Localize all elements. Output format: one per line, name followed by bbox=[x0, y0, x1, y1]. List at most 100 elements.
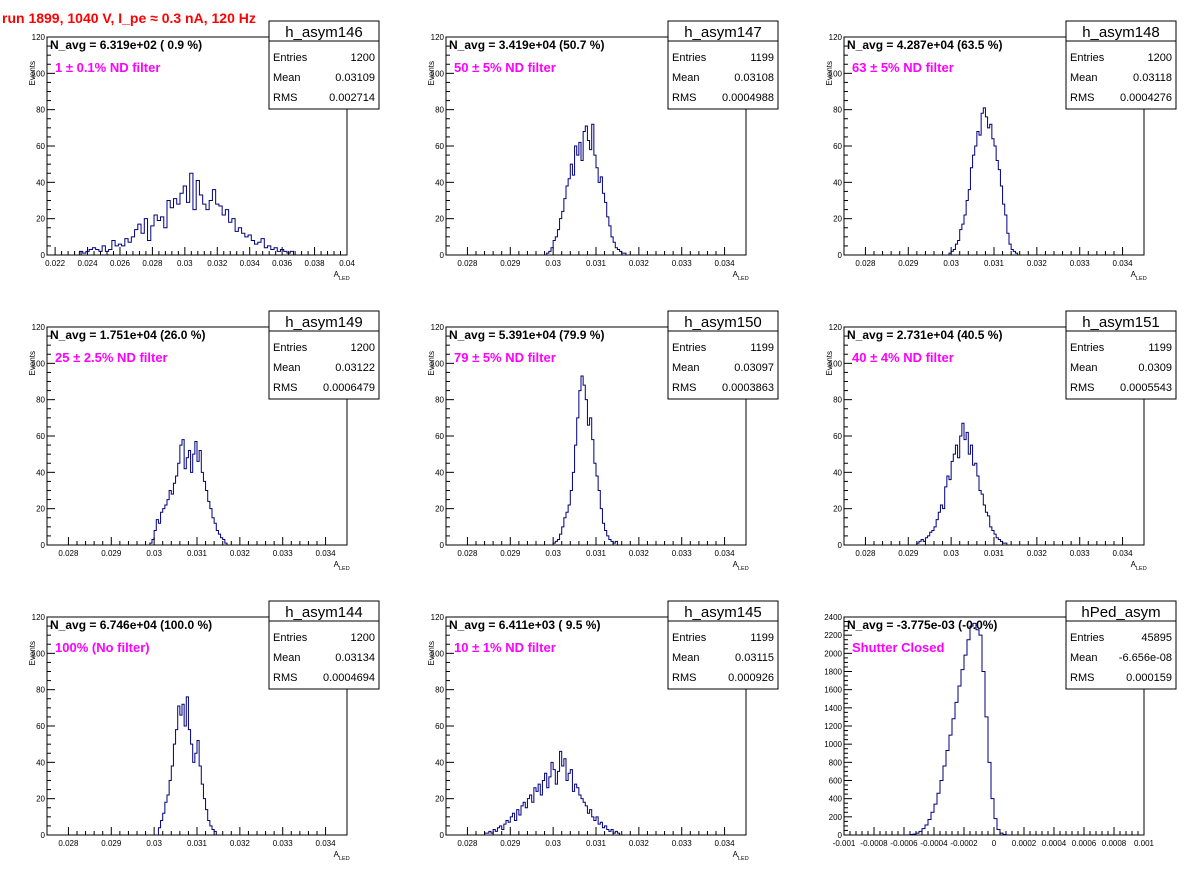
stats-label: RMS bbox=[273, 672, 297, 684]
x-tick-label: 0.038 bbox=[305, 259, 326, 268]
x-tick-label: 0.032 bbox=[1027, 549, 1048, 558]
x-tick-label: 0.0002 bbox=[1012, 839, 1037, 848]
x-tick-label: 0.0006 bbox=[1072, 839, 1097, 848]
y-tick-label: 0 bbox=[41, 831, 46, 840]
y-tick-label: 200 bbox=[829, 813, 843, 822]
stats-label: RMS bbox=[273, 382, 297, 394]
x-tick-label: 0.029 bbox=[898, 259, 919, 268]
x-tick-label: 0.0004 bbox=[1042, 839, 1067, 848]
stats-value: 0.0004988 bbox=[722, 92, 774, 104]
stats-box-title: h_asym145 bbox=[684, 604, 762, 621]
x-tick-label: 0.031 bbox=[187, 839, 208, 848]
y-tick-label: 80 bbox=[833, 106, 842, 115]
y-tick-label: 40 bbox=[833, 468, 842, 477]
x-tick-label: 0.024 bbox=[78, 259, 99, 268]
y-tick-label: 0 bbox=[440, 831, 445, 840]
y-tick-label: 20 bbox=[36, 215, 45, 224]
x-tick-label: 0.028 bbox=[457, 839, 478, 848]
histogram-panel-h_asym147: 0 20 40 60 80 100 120 0.028 0.029 0.03 0.031 0.032 0… bbox=[427, 20, 779, 282]
y-tick-label: 120 bbox=[32, 613, 46, 622]
y-tick-label: 0 bbox=[838, 251, 843, 260]
y-tick-label: 60 bbox=[833, 432, 842, 441]
y-tick-label: 0 bbox=[838, 831, 843, 840]
y-tick-label: 1200 bbox=[824, 722, 842, 731]
x-tick-label: 0.03 bbox=[545, 259, 561, 268]
filter-label: 79 ± 5% ND filter bbox=[454, 350, 556, 365]
y-tick-label: 40 bbox=[833, 178, 842, 187]
y-tick-label: 0 bbox=[41, 541, 46, 550]
x-tick-label: -0.001 bbox=[833, 839, 856, 848]
x-tick-label: 0.033 bbox=[672, 259, 693, 268]
x-tick-label: 0.034 bbox=[715, 839, 736, 848]
stats-value: 0.000159 bbox=[1126, 672, 1172, 684]
stats-box bbox=[268, 20, 380, 110]
filter-label: 63 ± 5% ND filter bbox=[852, 60, 954, 75]
x-tick-label: 0.034 bbox=[240, 259, 261, 268]
stats-label: Entries bbox=[1070, 632, 1105, 644]
y-tick-label: 0 bbox=[440, 251, 445, 260]
x-tick-label: 0.036 bbox=[272, 259, 293, 268]
x-tick-label: 0.032 bbox=[629, 259, 650, 268]
stats-box bbox=[1065, 310, 1177, 400]
y-tick-label: 40 bbox=[36, 758, 45, 767]
y-tick-label: 1400 bbox=[824, 704, 842, 713]
x-tick-label: 0.033 bbox=[672, 549, 693, 558]
stats-value: 0.03122 bbox=[335, 362, 375, 374]
histogram-panel-h_asym149: 0 20 40 60 80 100 120 0.028 0.029 0.03 0.031 0.032 0… bbox=[28, 310, 380, 572]
stats-box bbox=[667, 310, 779, 400]
y-tick-label: 120 bbox=[829, 323, 843, 332]
y-tick-label: 1800 bbox=[824, 668, 842, 677]
x-axis-title-subscript: LED bbox=[339, 566, 350, 572]
x-tick-label: -0.0004 bbox=[920, 839, 948, 848]
stats-box-title: hPed_asym bbox=[1081, 604, 1160, 621]
stats-value: 1199 bbox=[1148, 342, 1172, 354]
filter-label: 50 ± 5% ND filter bbox=[454, 60, 556, 75]
y-tick-label: 100 bbox=[829, 359, 843, 368]
stats-label: Mean bbox=[273, 72, 301, 84]
x-tick-label: 0.03 bbox=[146, 549, 162, 558]
y-tick-label: 1000 bbox=[824, 740, 842, 749]
x-tick-label: 0.032 bbox=[230, 839, 251, 848]
stats-label: Entries bbox=[672, 52, 707, 64]
y-tick-label: 20 bbox=[833, 505, 842, 514]
x-tick-label: 0.033 bbox=[1070, 259, 1091, 268]
x-tick-label: 0.031 bbox=[586, 549, 607, 558]
x-tick-label: 0.028 bbox=[855, 259, 876, 268]
y-tick-label: 80 bbox=[36, 106, 45, 115]
stats-value: 45895 bbox=[1141, 632, 1172, 644]
y-tick-label: 600 bbox=[829, 777, 843, 786]
x-tick-label: 0.033 bbox=[1070, 549, 1091, 558]
stats-value: 0.0006479 bbox=[323, 382, 375, 394]
x-tick-label: 0.029 bbox=[500, 549, 521, 558]
y-tick-label: 100 bbox=[829, 69, 843, 78]
stats-value: 0.0004276 bbox=[1120, 92, 1172, 104]
stats-value: 0.03108 bbox=[734, 72, 774, 84]
stats-label: Mean bbox=[1070, 652, 1098, 664]
n-avg-label: N_avg = 3.419e+04 (50.7 %) bbox=[449, 38, 604, 52]
stats-box bbox=[1065, 20, 1177, 110]
y-tick-label: 100 bbox=[431, 649, 445, 658]
stats-label: Mean bbox=[672, 652, 700, 664]
x-tick-label: 0.031 bbox=[586, 259, 607, 268]
stats-label: Entries bbox=[672, 342, 707, 354]
x-tick-label: 0.031 bbox=[984, 549, 1005, 558]
stats-box-title: h_asym147 bbox=[684, 24, 762, 41]
stats-label: Mean bbox=[672, 72, 700, 84]
histogram-line bbox=[546, 123, 627, 255]
y-tick-label: 100 bbox=[32, 69, 46, 78]
stats-box bbox=[667, 600, 779, 690]
stats-box-title: h_asym146 bbox=[285, 24, 363, 41]
y-axis-title: Events bbox=[427, 61, 436, 85]
y-tick-label: 1600 bbox=[824, 686, 842, 695]
x-axis-title: A bbox=[1131, 560, 1137, 569]
x-tick-label: 0.022 bbox=[45, 259, 66, 268]
x-tick-label: 0.034 bbox=[316, 839, 337, 848]
stats-value: 1200 bbox=[351, 632, 375, 644]
x-tick-label: 0.033 bbox=[273, 549, 294, 558]
n-avg-label: N_avg = 6.319e+02 ( 0.9 %) bbox=[50, 38, 202, 52]
stats-value: 1200 bbox=[1148, 52, 1172, 64]
y-tick-label: 100 bbox=[431, 359, 445, 368]
y-tick-label: 20 bbox=[435, 505, 444, 514]
x-axis-title: A bbox=[1131, 270, 1137, 279]
stats-label: RMS bbox=[672, 382, 696, 394]
